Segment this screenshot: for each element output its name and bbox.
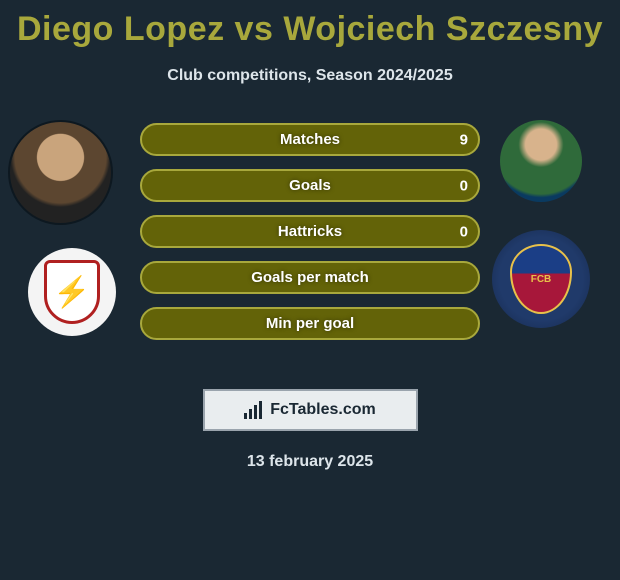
stat-pill: Goals 0: [140, 169, 480, 202]
stat-label: Min per goal: [266, 315, 354, 332]
watermark-text: FcTables.com: [270, 401, 376, 419]
stat-pill-list: Matches 9 Goals 0 Hattricks 0 Goals per match M…: [140, 123, 480, 340]
stat-label: Hattricks: [278, 223, 342, 240]
stat-pill: Min per goal: [140, 307, 480, 340]
comparison-area: ⚡ FCB Matches9Goals0Hattricks0Goals per …: [0, 123, 620, 363]
stat-value-right: 0: [460, 223, 468, 240]
stat-label: Matches: [280, 131, 340, 148]
stat-value-right: 0: [460, 177, 468, 194]
stat-label: Goals: [289, 177, 331, 194]
date-text: 13 february 2025: [0, 453, 620, 471]
stat-pill: Hattricks 0: [140, 215, 480, 248]
bars-icon: [244, 401, 262, 419]
watermark: FcTables.com: [203, 389, 418, 431]
stat-pill: Goals per match: [140, 261, 480, 294]
stat-pill: Matches 9: [140, 123, 480, 156]
stat-value-right: 9: [460, 131, 468, 148]
stat-label: Goals per match: [251, 269, 369, 286]
page-title: Diego Lopez vs Wojciech Szczesny: [0, 0, 620, 49]
subtitle: Club competitions, Season 2024/2025: [0, 67, 620, 85]
